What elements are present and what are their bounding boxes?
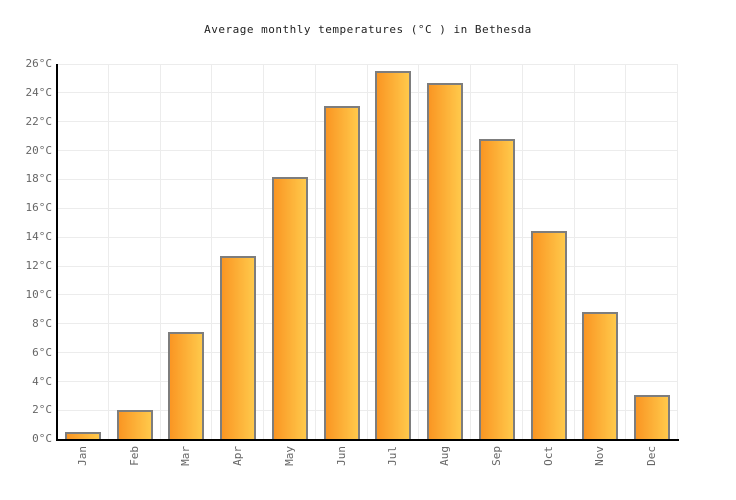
y-tick-label-0: 0°C bbox=[32, 432, 52, 446]
vertical-gridline bbox=[418, 64, 420, 439]
y-axis-line bbox=[56, 64, 58, 441]
x-tick-label-nov: Nov bbox=[593, 446, 607, 466]
y-tick-label-16: 16°C bbox=[25, 201, 53, 215]
y-tick-label-6: 6°C bbox=[32, 345, 52, 359]
y-tick-label-2: 2°C bbox=[32, 403, 52, 417]
bar-apr bbox=[220, 255, 257, 440]
bar-nov bbox=[582, 312, 619, 440]
horizontal-gridline bbox=[57, 63, 678, 65]
x-tick-label-sep: Sep bbox=[489, 446, 503, 466]
y-tick-label-10: 10°C bbox=[25, 287, 53, 301]
y-tick-label-20: 20°C bbox=[25, 143, 53, 157]
vertical-gridline bbox=[263, 64, 264, 439]
x-axis-line bbox=[56, 439, 679, 441]
vertical-gridline bbox=[366, 64, 368, 439]
bar-jun bbox=[323, 105, 360, 440]
horizontal-gridline bbox=[57, 323, 678, 325]
horizontal-gridline bbox=[57, 92, 678, 94]
bar-jan bbox=[64, 432, 101, 440]
horizontal-gridline bbox=[57, 381, 678, 383]
horizontal-gridline bbox=[57, 409, 678, 411]
bar-may bbox=[271, 176, 308, 440]
vertical-gridline bbox=[470, 64, 471, 439]
vertical-gridline bbox=[211, 64, 213, 439]
x-tick-label-jul: Jul bbox=[386, 446, 400, 466]
vertical-gridline bbox=[159, 64, 161, 439]
x-tick-label-feb: Feb bbox=[127, 446, 141, 466]
vertical-gridline bbox=[314, 64, 316, 439]
x-tick-label-dec: Dec bbox=[645, 446, 659, 466]
y-tick-label-8: 8°C bbox=[32, 316, 52, 330]
y-tick-label-4: 4°C bbox=[32, 374, 52, 388]
y-tick-label-22: 22°C bbox=[25, 114, 53, 128]
horizontal-gridline bbox=[57, 207, 678, 209]
vertical-gridline bbox=[521, 64, 523, 439]
horizontal-gridline bbox=[57, 352, 678, 354]
x-tick-label-oct: Oct bbox=[541, 446, 555, 466]
bar-feb bbox=[116, 410, 153, 440]
bar-sep bbox=[478, 139, 515, 440]
x-tick-label-jan: Jan bbox=[75, 446, 89, 466]
bar-dec bbox=[634, 394, 671, 440]
vertical-gridline bbox=[573, 64, 575, 439]
horizontal-gridline bbox=[57, 294, 678, 296]
x-tick-label-may: May bbox=[282, 446, 296, 466]
x-tick-label-aug: Aug bbox=[438, 446, 452, 466]
plot-area bbox=[57, 63, 678, 440]
vertical-gridline bbox=[677, 64, 678, 439]
x-tick-label-mar: Mar bbox=[179, 446, 193, 466]
bar-jul bbox=[375, 71, 412, 440]
x-tick-label-apr: Apr bbox=[231, 446, 245, 466]
horizontal-gridline bbox=[57, 265, 678, 267]
bar-oct bbox=[530, 231, 567, 440]
horizontal-gridline bbox=[57, 121, 678, 123]
y-tick-label-26: 26°C bbox=[25, 57, 53, 70]
y-tick-label-24: 24°C bbox=[25, 85, 53, 99]
vertical-gridline bbox=[625, 64, 627, 439]
y-tick-label-18: 18°C bbox=[25, 172, 53, 186]
horizontal-gridline bbox=[57, 178, 678, 180]
y-tick-label-12: 12°C bbox=[25, 259, 53, 273]
bar-mar bbox=[168, 332, 205, 440]
horizontal-gridline bbox=[57, 150, 678, 152]
vertical-gridline bbox=[107, 64, 109, 439]
x-tick-label-jun: Jun bbox=[334, 446, 348, 466]
bar-aug bbox=[427, 82, 464, 440]
chart-title: Average monthly temperatures (°C ) in Be… bbox=[204, 23, 532, 36]
y-tick-label-14: 14°C bbox=[25, 230, 53, 244]
horizontal-gridline bbox=[57, 236, 678, 238]
